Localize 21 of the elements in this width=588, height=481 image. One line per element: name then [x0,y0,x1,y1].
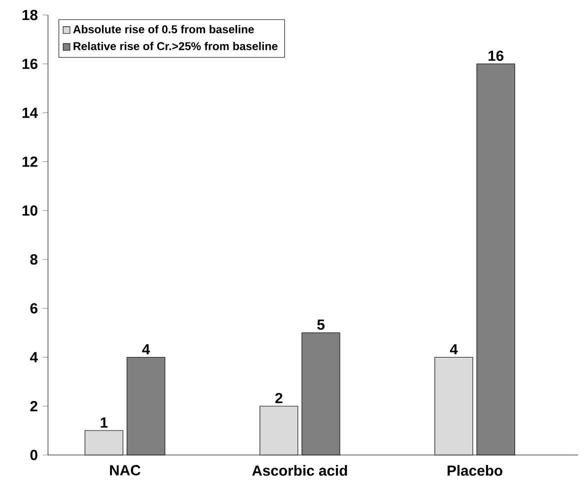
x-tick-label: Placebo [448,465,502,476]
x-tick-label: Ascorbic acid [252,465,347,476]
data-label: 4 [450,344,458,354]
data-label: 1 [100,418,108,428]
y-tick-label: 10 [22,205,38,216]
data-label: 16 [488,50,504,61]
legend-label: Absolute rise of 0.5 from baseline [73,24,254,34]
y-tick-label: 8 [30,254,38,265]
y-tick-label: 12 [22,156,38,167]
y-tick-label: 2 [30,400,38,412]
y-tick-label: 4 [30,352,38,362]
data-label: 2 [275,392,282,404]
x-tick-label: NAC [110,465,140,476]
data-label: 5 [317,320,325,330]
legend-label: Relative rise of Cr.>25% from baseline [74,42,278,50]
y-tick-label: 6 [30,303,38,314]
y-tick-label: 18 [22,10,38,20]
y-tick-label: 0 [30,450,38,460]
y-tick-label: 14 [22,108,38,118]
data-label: 4 [142,344,150,354]
y-tick-label: 16 [22,58,38,70]
